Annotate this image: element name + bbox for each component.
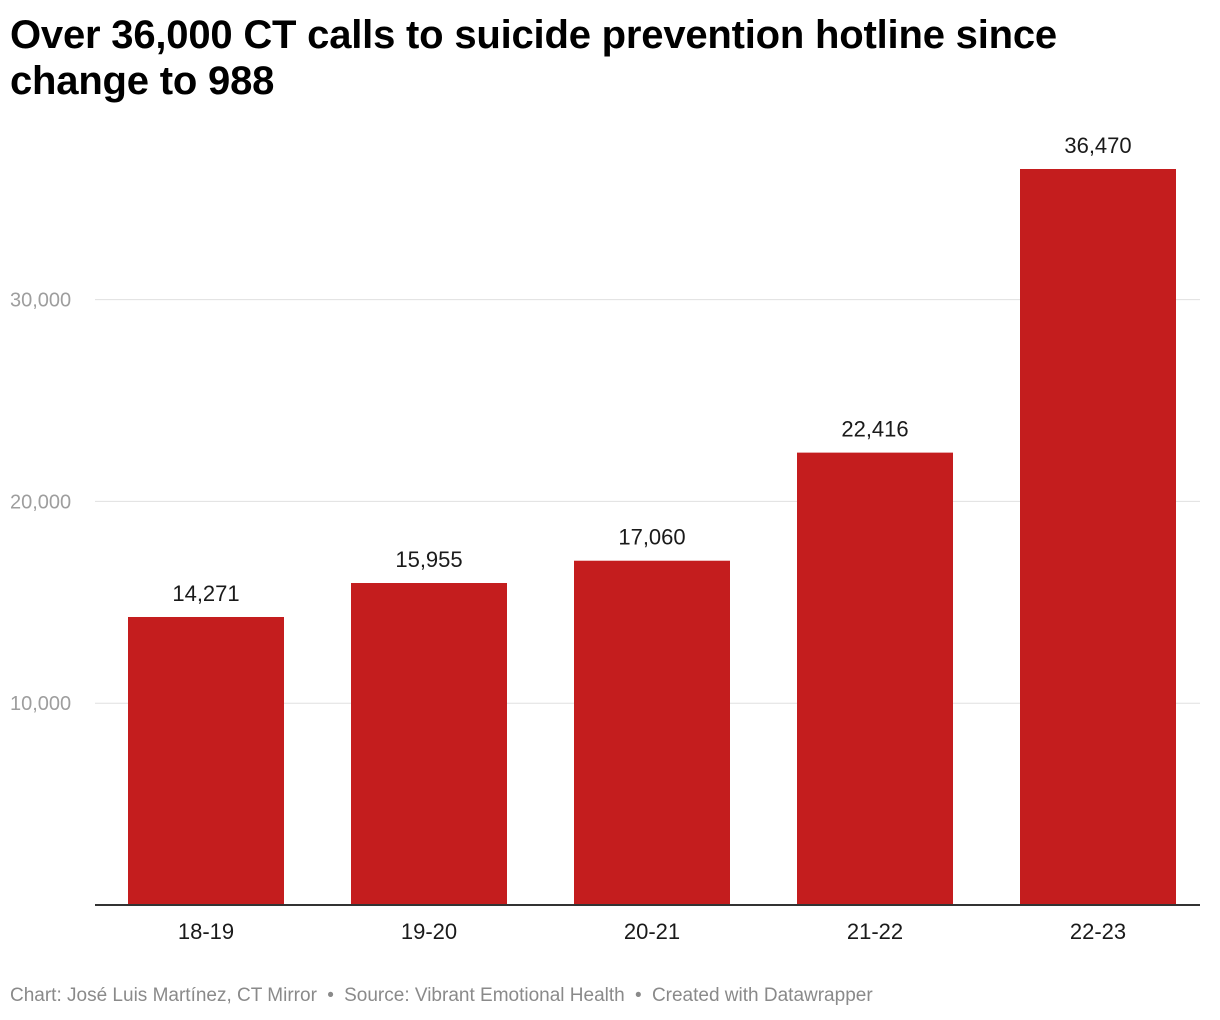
footer-separator: • (635, 985, 642, 1006)
bar-18-19 (128, 616, 284, 905)
x-tick-label: 19-20 (401, 919, 457, 944)
bar-22-23 (1020, 169, 1176, 905)
x-tick-label: 21-22 (847, 919, 903, 944)
chart-title: Over 36,000 CT calls to suicide preventi… (10, 13, 1057, 103)
footer-separator: • (327, 985, 334, 1006)
value-label: 22,416 (841, 417, 908, 442)
bar-21-22 (797, 452, 953, 905)
y-tick-label: 10,000 (10, 693, 71, 715)
value-label: 14,271 (172, 581, 239, 606)
value-label: 15,955 (395, 547, 462, 572)
x-tick-label: 20-21 (624, 919, 680, 944)
bar-20-21 (574, 560, 730, 905)
source-link[interactable]: Source: Vibrant Emotional Health (344, 985, 625, 1006)
y-tick-label: 20,000 (10, 491, 71, 513)
datawrapper-link[interactable]: Created with Datawrapper (651, 985, 873, 1006)
x-axis-ticks: 18-19 19-20 20-21 21-22 22-23 (178, 919, 1126, 944)
y-tick-label: 30,000 (10, 290, 71, 312)
value-label: 36,470 (1064, 133, 1131, 158)
chart-credit: Chart: José Luis Martínez, CT Mirror (10, 985, 317, 1006)
chart-footer: Chart: José Luis Martínez, CT Mirror • S… (10, 985, 873, 1007)
value-labels: 14,271 15,955 17,060 22,416 36,470 (172, 133, 1131, 606)
x-tick-label: 22-23 (1070, 919, 1126, 944)
bar-19-20 (351, 583, 507, 905)
x-tick-label: 18-19 (178, 919, 234, 944)
bars (128, 169, 1176, 905)
value-label: 17,060 (618, 525, 685, 550)
